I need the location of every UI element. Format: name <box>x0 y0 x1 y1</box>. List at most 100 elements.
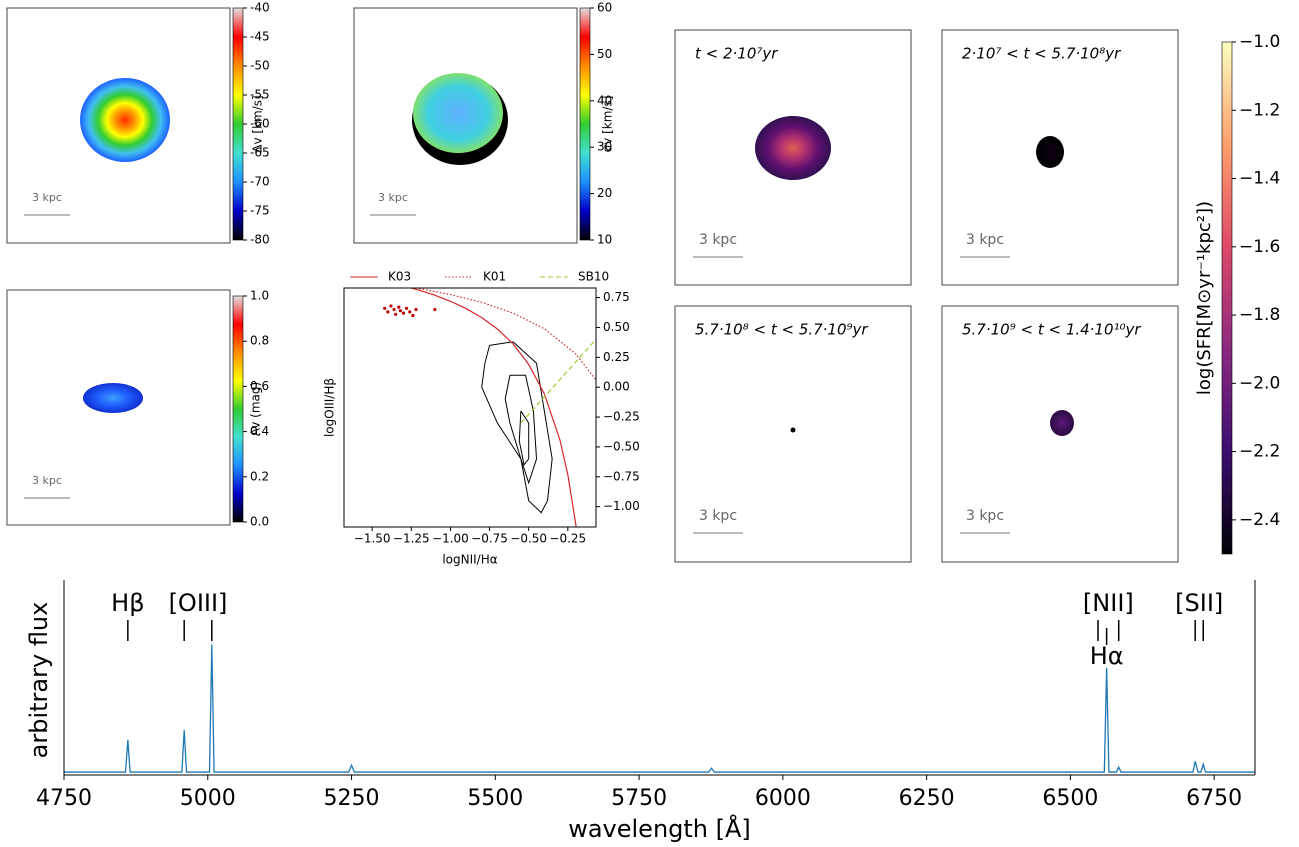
x-tick-label: 5000 <box>180 786 236 811</box>
y-tick-label: −0.25 <box>603 410 640 424</box>
colorbar-tick-label: −1.0 <box>1239 32 1280 52</box>
colorbar-tick-label: -50 <box>250 59 270 73</box>
colorbar-label: Av (mag) <box>249 382 263 436</box>
demarcation-line <box>520 338 596 424</box>
colorbar <box>579 7 591 241</box>
y-tick-label: 0.50 <box>603 320 630 334</box>
colorbar-tick-label: 0.4 <box>250 424 269 438</box>
y-tick-label: 0.25 <box>603 350 630 364</box>
x-tick-label: 6000 <box>755 786 811 811</box>
colorbar-tick-label: 10 <box>597 233 612 247</box>
colorbar <box>232 295 244 523</box>
colorbar-tick-label: 0.0 <box>250 515 269 529</box>
map-region <box>1036 136 1064 168</box>
colorbar-tick-label: −1.4 <box>1239 169 1280 189</box>
y-tick-label: 0.00 <box>603 380 630 394</box>
data-point <box>389 304 393 308</box>
x-axis-label: logNII/Hα <box>442 553 497 567</box>
colorbar-tick-label: −2.4 <box>1239 510 1280 530</box>
colorbar-tick-label: -45 <box>250 30 270 44</box>
density-contour <box>481 341 553 514</box>
map-title: 2·10⁷ < t < 5.7·10⁸yr <box>962 45 1121 63</box>
data-point <box>383 306 387 310</box>
data-point <box>397 305 401 309</box>
x-tick-label: −1.00 <box>432 532 469 546</box>
scale-bar-label: 3 kpc <box>699 508 737 524</box>
data-point <box>398 309 402 313</box>
map-region <box>80 78 170 162</box>
x-tick-label: −0.50 <box>510 532 547 546</box>
map-frame <box>674 305 912 563</box>
map-region <box>1050 410 1074 436</box>
colorbar-label: log(SFR[M⊙yr⁻¹kpc²]) <box>1194 201 1215 395</box>
x-tick-label: 5250 <box>324 786 380 811</box>
map-title: t < 2·10⁷yr <box>695 45 778 63</box>
legend-label: SB10 <box>578 270 609 284</box>
colorbar-tick-label: 0.6 <box>250 379 269 393</box>
axes-frame <box>343 287 597 528</box>
map-region <box>413 73 503 153</box>
y-tick-label: −0.75 <box>603 469 640 483</box>
colorbar-tick-label: 1.0 <box>250 289 269 303</box>
line-label: [SII] <box>1175 589 1223 617</box>
colorbar-tick-label: −2.0 <box>1239 373 1280 393</box>
scale-bar-label: 3 kpc <box>32 474 62 487</box>
scale-bar-label: 3 kpc <box>966 508 1004 524</box>
colorbar-tick-label: -55 <box>250 88 270 102</box>
x-tick-label: 5750 <box>611 786 667 811</box>
line-label: Hα <box>1090 642 1124 670</box>
legend-label: K01 <box>483 270 506 284</box>
spectrum-line <box>64 644 1255 773</box>
scale-bar-label: 3 kpc <box>699 232 737 248</box>
map-title: 5.7·10⁹ < t < 1.4·10¹⁰yr <box>962 321 1141 339</box>
x-tick-label: −1.25 <box>393 532 430 546</box>
data-point <box>394 312 398 316</box>
colorbar-tick-label: -40 <box>250 1 270 15</box>
colorbar-tick-label: −1.2 <box>1239 100 1280 120</box>
line-label: [OIII] <box>169 589 228 617</box>
y-tick-label: −0.50 <box>603 439 640 453</box>
density-contour <box>504 374 538 485</box>
plot-area <box>383 288 596 527</box>
colorbar-tick-label: 40 <box>597 93 612 107</box>
map-region <box>790 427 796 433</box>
demarcation-line <box>409 288 577 527</box>
y-tick-label: −1.00 <box>603 499 640 513</box>
colorbar-tick-label: 50 <box>597 47 612 61</box>
colorbar-label: σv [km/s] <box>601 96 615 153</box>
colorbar-tick-label: -65 <box>250 146 270 160</box>
x-tick-label: 4750 <box>36 786 92 811</box>
y-tick-label: 0.75 <box>603 290 630 304</box>
colorbar-tick-label: -70 <box>250 175 270 189</box>
line-label: Hβ <box>111 589 144 617</box>
data-point <box>411 313 415 318</box>
scale-bar-label: 3 kpc <box>378 191 408 204</box>
x-tick-label: 6750 <box>1186 786 1242 811</box>
x-tick-label: 6500 <box>1042 786 1098 811</box>
colorbar <box>1221 41 1233 555</box>
colorbar-tick-label: 0.2 <box>250 469 269 483</box>
x-axis-label: wavelength [Å] <box>568 814 751 843</box>
scale-bar-label: 3 kpc <box>32 191 62 204</box>
data-point <box>401 311 406 315</box>
colorbar-tick-label: −2.2 <box>1239 442 1280 462</box>
map-region <box>83 383 143 413</box>
data-point <box>386 310 390 314</box>
line-label: [NII] <box>1083 589 1134 617</box>
data-point <box>414 307 418 312</box>
colorbar-tick-label: 60 <box>597 1 612 15</box>
x-tick-label: −1.50 <box>354 532 391 546</box>
data-point <box>408 310 412 314</box>
data-point <box>405 306 409 310</box>
colorbar-tick-label: −1.8 <box>1239 305 1280 325</box>
x-tick-label: −0.75 <box>471 532 508 546</box>
colorbar-tick-label: -80 <box>250 233 270 247</box>
demarcation-line <box>419 288 596 381</box>
x-tick-label: 5500 <box>467 786 523 811</box>
map-title: 5.7·10⁸ < t < 5.7·10⁹yr <box>695 321 868 339</box>
x-tick-label: −0.25 <box>549 532 586 546</box>
y-axis-label: arbitrary flux <box>25 602 53 759</box>
scale-bar-label: 3 kpc <box>966 232 1004 248</box>
colorbar <box>232 7 244 241</box>
